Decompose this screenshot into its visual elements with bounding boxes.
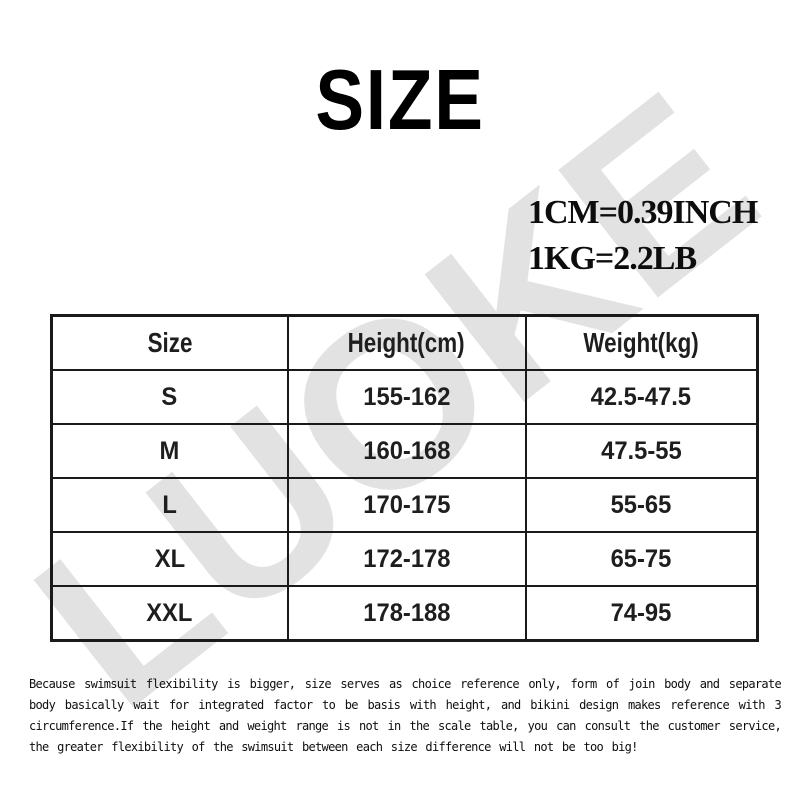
size-value: XL (154, 544, 185, 573)
column-header-weight: Weight(kg) (524, 314, 759, 371)
column-header-size-label: Size (147, 327, 193, 358)
cell-height-l: 170-175 (286, 477, 527, 533)
cell-height-xl: 172-178 (286, 531, 527, 587)
cell-weight-xl: 65-75 (524, 531, 759, 587)
table-row-l: L 170-175 55-65 (50, 477, 759, 533)
height-value: 170-175 (362, 490, 451, 519)
size-value: M (159, 436, 180, 465)
cell-weight-s: 42.5-47.5 (524, 369, 759, 425)
cell-height-xxl: 178-188 (286, 585, 527, 642)
note-line-1: Because swimsuit flexibility is bigger, … (29, 677, 782, 691)
column-header-weight-label: Weight(kg) (583, 327, 699, 358)
height-value: 155-162 (362, 382, 451, 411)
table-row-xxl: XXL 178-188 74-95 (50, 585, 759, 642)
note-line-2: body basically wait for integrated facto… (29, 698, 782, 712)
unit-conversion-note: 1CM=0.39INCH 1KG=2.2LB (528, 190, 758, 282)
cell-weight-xxl: 74-95 (524, 585, 759, 642)
weight-value: 65-75 (610, 544, 672, 573)
cell-height-s: 155-162 (286, 369, 527, 425)
table-row-xl: XL 172-178 65-75 (50, 531, 759, 587)
cell-weight-m: 47.5-55 (524, 423, 759, 479)
size-value: S (161, 382, 178, 411)
height-value: 172-178 (362, 544, 451, 573)
note-line-4: the greater flexibility of the swimsuit … (29, 740, 638, 754)
cell-size-s: S (50, 369, 289, 425)
size-value: L (162, 490, 178, 519)
weight-value: 42.5-47.5 (591, 382, 692, 411)
cell-size-m: M (50, 423, 289, 479)
size-value: XXL (146, 598, 193, 627)
size-disclaimer-note: Because swimsuit flexibility is bigger, … (29, 674, 782, 758)
cell-size-l: L (50, 477, 289, 533)
kg-to-lb-conversion: 1KG=2.2LB (528, 240, 697, 277)
page-title: SIZE (315, 53, 485, 148)
size-table: Size Height(cm) Weight(kg) S 155-162 42.… (50, 314, 759, 642)
cell-height-m: 160-168 (286, 423, 527, 479)
cell-size-xxl: XXL (50, 585, 289, 642)
table-row-s: S 155-162 42.5-47.5 (50, 369, 759, 425)
table-row-m: M 160-168 47.5-55 (50, 423, 759, 479)
height-value: 178-188 (362, 598, 451, 627)
column-header-height-label: Height(cm) (347, 327, 465, 358)
cell-weight-l: 55-65 (524, 477, 759, 533)
column-header-size: Size (50, 314, 289, 371)
weight-value: 74-95 (610, 598, 672, 627)
cm-to-inch-conversion: 1CM=0.39INCH (528, 194, 758, 231)
height-value: 160-168 (362, 436, 451, 465)
weight-value: 47.5-55 (600, 436, 682, 465)
cell-size-xl: XL (50, 531, 289, 587)
table-header-row: Size Height(cm) Weight(kg) (50, 314, 759, 371)
column-header-height: Height(cm) (286, 314, 527, 371)
note-line-3: circumference.If the height and weight r… (29, 719, 782, 733)
weight-value: 55-65 (610, 490, 672, 519)
